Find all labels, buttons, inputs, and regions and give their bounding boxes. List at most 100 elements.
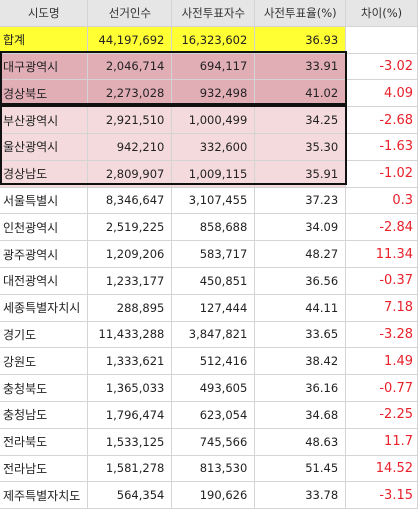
early-rate-cell: 51.45 (254, 455, 347, 483)
early-rate-cell: 33.91 (254, 53, 347, 81)
table-row: 대전광역시 1,233,177 450,851 36.56 -0.37 (0, 267, 418, 295)
difference-cell: -1.63 (345, 133, 418, 161)
table-row: 경기도 11,433,288 3,847,821 33.65 -3.28 (0, 321, 418, 349)
region-cell: 경기도 (0, 321, 89, 349)
voters-cell: 1,209,206 (87, 240, 173, 268)
early-voters-cell: 813,530 (171, 455, 256, 483)
table-row: 충청남도 1,796,474 623,054 34.68 -2.25 (0, 401, 418, 429)
table-row: 세종특별자치시 288,895 127,444 44.11 7.18 (0, 294, 418, 322)
region-cell: 대구광역시 (0, 53, 89, 81)
difference-cell: -0.37 (345, 267, 418, 295)
early-rate-cell: 41.02 (254, 79, 347, 108)
region-cell: 대전광역시 (0, 267, 89, 295)
early-rate-cell: 34.68 (254, 401, 347, 429)
difference-cell: -2.68 (345, 106, 418, 134)
header-difference: 차이(%) (345, 0, 418, 27)
early-rate-cell: 38.42 (254, 347, 347, 376)
region-cell: 울산광역시 (0, 133, 89, 161)
region-cell: 충청남도 (0, 401, 89, 429)
early-rate-cell: 34.25 (254, 106, 347, 134)
difference-cell: 14.52 (345, 455, 418, 483)
difference-cell: -3.15 (345, 481, 418, 509)
voters-cell: 44,197,692 (87, 26, 173, 54)
region-cell: 세종특별자치시 (0, 294, 89, 322)
table-body: 합계 44,197,692 16,323,602 36.93 대구광역시 2,046,71… (0, 26, 418, 509)
early-voters-cell: 3,847,821 (171, 321, 256, 349)
table-row: 전라북도 1,533,125 745,566 48.63 11.7 (0, 428, 418, 456)
difference-cell: 1.49 (345, 347, 418, 376)
table-row: 광주광역시 1,209,206 583,717 48.27 11.34 (0, 240, 418, 268)
voters-cell: 2,809,907 (87, 160, 173, 188)
early-rate-cell: 33.78 (254, 481, 347, 509)
region-cell: 부산광역시 (0, 106, 89, 134)
voters-cell: 1,333,621 (87, 347, 173, 376)
early-rate-cell: 44.11 (254, 294, 347, 322)
early-voters-cell: 1,000,499 (171, 106, 256, 134)
difference-cell: -3.02 (345, 53, 418, 81)
voters-cell: 8,346,647 (87, 187, 173, 215)
region-cell: 합계 (0, 26, 89, 54)
early-rate-cell: 48.27 (254, 240, 347, 268)
difference-cell: -2.84 (345, 213, 418, 242)
early-rate-cell: 35.91 (254, 160, 347, 188)
early-voters-cell: 858,688 (171, 213, 256, 242)
table-row: 강원도 1,333,621 512,416 38.42 1.49 (0, 347, 418, 376)
early-voters-cell: 332,600 (171, 133, 256, 161)
voters-cell: 1,233,177 (87, 267, 173, 295)
region-cell: 전라남도 (0, 455, 89, 483)
difference-cell: 11.34 (345, 240, 418, 268)
region-cell: 광주광역시 (0, 240, 89, 268)
early-voters-cell: 512,416 (171, 347, 256, 376)
table-row: 인천광역시 2,519,225 858,688 34.09 -2.84 (0, 213, 418, 242)
region-cell: 강원도 (0, 347, 89, 376)
early-voters-cell: 932,498 (171, 79, 256, 108)
table-row: 합계 44,197,692 16,323,602 36.93 (0, 26, 418, 54)
early-voters-cell: 3,107,455 (171, 187, 256, 215)
table-row: 충청북도 1,365,033 493,605 36.16 -0.77 (0, 374, 418, 402)
region-cell: 충청북도 (0, 374, 89, 402)
difference-cell: -3.28 (345, 321, 418, 349)
difference-cell: -0.77 (345, 374, 418, 402)
early-rate-cell: 36.93 (254, 26, 347, 54)
voters-cell: 2,273,028 (87, 79, 173, 108)
voters-cell: 1,581,278 (87, 455, 173, 483)
early-rate-cell: 34.09 (254, 213, 347, 242)
early-rate-cell: 36.56 (254, 267, 347, 295)
early-voters-cell: 493,605 (171, 374, 256, 402)
voters-cell: 1,365,033 (87, 374, 173, 402)
region-cell: 제주특별자치도 (0, 481, 89, 509)
early-voters-cell: 450,851 (171, 267, 256, 295)
voters-cell: 288,895 (87, 294, 173, 322)
voters-cell: 564,354 (87, 481, 173, 509)
header-voters: 선거인수 (87, 0, 173, 27)
difference-cell: 11.7 (345, 428, 418, 456)
region-cell: 전라북도 (0, 428, 89, 456)
voters-cell: 11,433,288 (87, 321, 173, 349)
difference-cell: -1.02 (345, 160, 418, 188)
difference-cell: 7.18 (345, 294, 418, 322)
header-early-rate: 사전투표율(%) (254, 0, 347, 27)
early-rate-cell: 33.65 (254, 321, 347, 349)
region-cell: 인천광역시 (0, 213, 89, 242)
early-voters-cell: 1,009,115 (171, 160, 256, 188)
header-early-voters: 사전투표자수 (171, 0, 256, 27)
voters-cell: 2,519,225 (87, 213, 173, 242)
difference-cell: 4.09 (345, 79, 418, 108)
early-voters-cell: 190,626 (171, 481, 256, 509)
difference-cell: 0.3 (345, 187, 418, 215)
table-row: 전라남도 1,581,278 813,530 51.45 14.52 (0, 455, 418, 483)
voters-cell: 1,533,125 (87, 428, 173, 456)
table-row: 경상남도 2,809,907 1,009,115 35.91 -1.02 (0, 160, 418, 188)
difference-cell (345, 26, 418, 54)
table-row: 부산광역시 2,921,510 1,000,499 34.25 -2.68 (0, 106, 418, 134)
region-cell: 경상남도 (0, 160, 89, 188)
difference-cell: -2.25 (345, 401, 418, 429)
early-rate-cell: 48.63 (254, 428, 347, 456)
region-cell: 서울특별시 (0, 187, 89, 215)
table-row: 제주특별자치도 564,354 190,626 33.78 -3.15 (0, 481, 418, 509)
table-row: 경상북도 2,273,028 932,498 41.02 4.09 (0, 79, 418, 108)
early-voters-cell: 745,566 (171, 428, 256, 456)
early-rate-cell: 37.23 (254, 187, 347, 215)
voters-cell: 2,046,714 (87, 53, 173, 81)
